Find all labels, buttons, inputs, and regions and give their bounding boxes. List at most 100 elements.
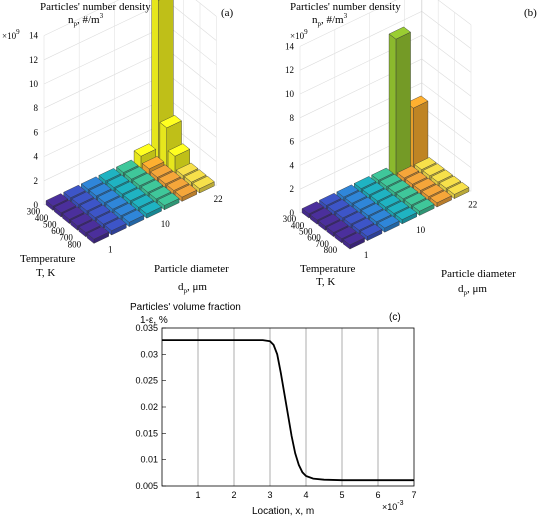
bar-top [342,232,365,246]
bar-top [139,201,162,215]
bar-top [421,184,444,197]
bar-top [351,217,375,231]
panel-c-grid [197,328,379,486]
y-tick-label: 22 [214,194,223,204]
panel-a-xlabel-line2: T, K [36,267,55,279]
bar [192,175,215,194]
bar-top [336,184,359,198]
x-tick-label: 400 [35,213,49,223]
bar [121,209,145,228]
y-tick-label: 10 [161,219,171,229]
grid-line [299,82,472,142]
bar-top [87,204,111,218]
bar-top [80,176,104,190]
bar-top [45,193,69,207]
bar-top [352,196,376,210]
bar-top [405,171,428,185]
panel-b-ylabel-line1: Particle diameter [441,268,516,280]
panel-b-label: (b) [524,7,537,19]
x-tick-label: 5 [339,490,344,500]
bar-top [396,165,420,179]
bar-face [395,31,411,177]
panel-a-zlabel: np, #/m3 [68,12,104,28]
x-tick-label: 7 [411,490,416,500]
bar-top [113,202,137,216]
bar-top [371,167,394,181]
y-tick-label: 1 [364,250,369,260]
panel-a-ylabel-line1: Particle diameter [154,263,229,275]
bar-top [192,175,215,189]
bar-top [175,162,199,176]
bar-top [53,199,77,213]
bar [447,181,470,200]
bar-top [394,207,418,220]
bar-top [301,201,324,215]
bar-top [123,187,146,201]
bar-top [106,174,130,188]
bar-top [89,183,112,197]
bar-top [378,194,401,208]
panel-c-axes-box [161,327,415,487]
bar-top [96,211,119,225]
x-tick-label: 800 [324,245,338,255]
bar-top [438,175,462,189]
z-tick-label: 6 [34,127,39,137]
bar [360,223,383,242]
bar [174,184,198,202]
bar-top [362,182,385,196]
z-tick-label: 8 [290,113,295,123]
bar-top [395,186,419,200]
bar-top [148,186,172,200]
bar-top [131,194,154,208]
bar-top [150,164,173,178]
bar-top [157,192,180,206]
bar-top [422,163,445,177]
bar-top [369,209,392,223]
x-tick-label: 6 [375,490,380,500]
x-tick-label: 600 [51,226,65,236]
bar [412,198,435,216]
bar-top [79,198,103,212]
bar-top [158,171,181,185]
bar-top [78,219,101,233]
bar-top [97,189,120,203]
bar-top [70,213,93,227]
bar-top [62,206,85,220]
bar [342,232,365,250]
y-tick-label: 0.025 [135,376,158,386]
z-tick-label: 2 [290,184,295,194]
bar-top [140,179,164,193]
bar-top [404,192,427,206]
bar-top [430,169,453,183]
x-tick-label: 1 [195,490,200,500]
panel-b-xlabel-line2: T, K [316,276,335,288]
bar-top [412,198,435,212]
panel-c-x-exponent: ×10-3 [382,500,404,512]
bar-top [133,143,157,157]
x-tick-label: 300 [27,206,41,216]
grid-line [43,97,217,157]
bar-top [318,213,341,227]
panel-b-title: Particles' number density [290,1,401,13]
bar-top [335,205,358,219]
bar-top [174,184,198,198]
bar-top [326,219,349,233]
z-tick-label: 14 [29,31,39,41]
bar [387,180,410,198]
bar-top [104,217,127,231]
bar-top [116,159,139,173]
bar-top [184,169,207,183]
panel-a-title: Particles' number density [40,1,151,13]
z-tick-label: 14 [285,41,295,51]
bar-top [114,181,138,195]
x-tick-label: 300 [283,214,297,224]
x-tick-label: 3 [267,490,272,500]
bar-top [309,207,333,221]
bar-top [327,199,350,212]
y-tick-label: 22 [468,200,477,210]
x-tick-label: 400 [291,220,305,230]
y-tick-label: 1 [108,244,113,254]
